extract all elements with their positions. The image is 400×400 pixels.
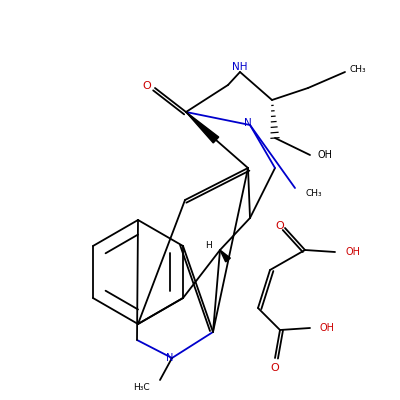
Text: OH: OH	[345, 247, 360, 257]
Text: N: N	[166, 353, 174, 363]
Text: O: O	[271, 363, 279, 373]
Text: H₃C: H₃C	[133, 384, 150, 392]
Polygon shape	[186, 112, 219, 143]
Text: O: O	[143, 81, 151, 91]
Text: N: N	[244, 118, 252, 128]
Text: CH₃: CH₃	[350, 66, 367, 74]
Text: NH: NH	[232, 62, 248, 72]
Text: O: O	[276, 221, 284, 231]
Polygon shape	[220, 250, 230, 262]
Text: CH₃: CH₃	[305, 188, 322, 198]
Text: H: H	[205, 240, 211, 250]
Text: OH: OH	[318, 150, 333, 160]
Text: OH: OH	[320, 323, 335, 333]
